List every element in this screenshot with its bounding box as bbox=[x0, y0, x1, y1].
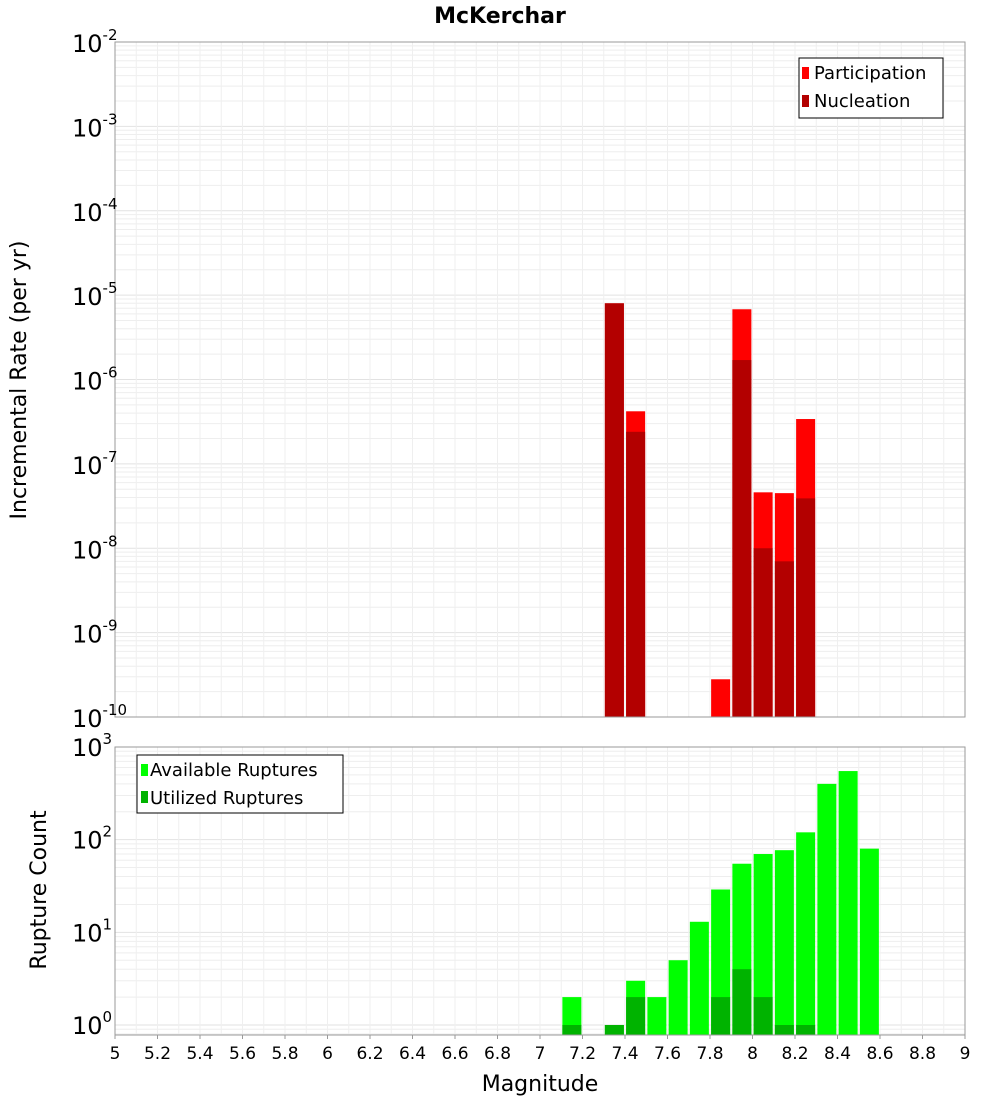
utilized-ruptures-bar bbox=[604, 1025, 624, 1035]
x-tick-label: 5.2 bbox=[144, 1044, 171, 1064]
x-tick-label: 5.4 bbox=[186, 1044, 213, 1064]
top-plot-frame bbox=[114, 41, 966, 718]
y-tick-label: 10-4 bbox=[72, 195, 118, 227]
top-legend-box bbox=[798, 57, 944, 119]
nucleation-bar bbox=[732, 360, 752, 717]
y-tick-label: 10-2 bbox=[72, 26, 118, 58]
legend-label-participation: Participation bbox=[814, 63, 926, 84]
x-tick-label: 8.6 bbox=[866, 1044, 893, 1064]
y-tick-label: 10-8 bbox=[72, 532, 118, 564]
y-tick-label: 10-3 bbox=[72, 110, 118, 142]
x-tick-label: 8.4 bbox=[824, 1044, 851, 1064]
bottom-plot-y-axis-label: Rupture Count bbox=[27, 810, 52, 970]
legend-label-nucleation: Nucleation bbox=[814, 91, 910, 112]
nucleation-bar bbox=[774, 561, 794, 717]
top-plot-y-ticks: 10-2 10-3 10-4 10-5 10-6 10-7 10-8 10-9 10-10 bbox=[72, 26, 127, 733]
x-tick-label: 7.8 bbox=[696, 1044, 723, 1064]
top-plot-bars bbox=[604, 303, 816, 717]
available-ruptures-bar bbox=[796, 832, 816, 1035]
nucleation-bar bbox=[604, 303, 624, 717]
top-plot-grid bbox=[114, 42, 966, 718]
available-ruptures-bar bbox=[647, 997, 667, 1035]
nucleation-bar bbox=[753, 548, 773, 717]
available-ruptures-bar bbox=[838, 771, 858, 1035]
top-plot-y-axis-label: Incremental Rate (per yr) bbox=[7, 241, 32, 520]
x-tick-label: 6.6 bbox=[441, 1044, 468, 1064]
top-plot-legend: Participation Nucleation bbox=[798, 57, 944, 119]
legend-label-utilized: Utilized Ruptures bbox=[150, 788, 303, 809]
bottom-legend-box bbox=[136, 754, 344, 814]
utilized-ruptures-bar bbox=[774, 1025, 794, 1035]
bottom-plot-legend: Available Ruptures Utilized Ruptures bbox=[136, 754, 344, 814]
x-tick-label: 8.8 bbox=[909, 1044, 936, 1064]
y-tick-label: 10-10 bbox=[72, 701, 127, 733]
x-tick-label: 6 bbox=[322, 1044, 333, 1064]
y-tick-label: 10-5 bbox=[72, 279, 118, 311]
x-tick-label: 6.2 bbox=[356, 1044, 383, 1064]
x-tick-label: 6.4 bbox=[399, 1044, 426, 1064]
x-tick-label: 5.8 bbox=[271, 1044, 298, 1064]
x-tick-label: 6.8 bbox=[484, 1044, 511, 1064]
x-tick-label: 5 bbox=[110, 1044, 121, 1064]
available-ruptures-bar bbox=[689, 921, 709, 1035]
x-tick-label: 7 bbox=[535, 1044, 546, 1064]
utilized-ruptures-bar bbox=[732, 969, 752, 1035]
nucleation-bar bbox=[796, 498, 816, 717]
nucleation-swatch bbox=[802, 95, 809, 107]
utilized-swatch bbox=[141, 791, 148, 803]
legend-label-available: Available Ruptures bbox=[150, 760, 318, 781]
y-tick-label: 101 bbox=[72, 915, 112, 947]
chart-title: McKerchar bbox=[434, 4, 566, 29]
x-axis-ticks: 5 5.2 5.4 5.6 5.8 6 6.2 6.4 6.6 6.8 7 7.2 7.4 7.6 7.8 8… bbox=[110, 1035, 971, 1064]
y-tick-label: 10-7 bbox=[72, 448, 118, 480]
available-ruptures-bar bbox=[817, 783, 837, 1035]
y-tick-label: 102 bbox=[72, 823, 112, 855]
utilized-ruptures-bar bbox=[711, 997, 731, 1035]
x-tick-label: 8 bbox=[747, 1044, 758, 1064]
x-axis-label: Magnitude bbox=[482, 1072, 599, 1097]
nucleation-bar bbox=[626, 431, 646, 717]
y-tick-label: 103 bbox=[72, 730, 112, 762]
participation-swatch bbox=[802, 67, 809, 79]
y-tick-label: 10-9 bbox=[72, 617, 118, 649]
available-ruptures-bar bbox=[859, 848, 879, 1035]
x-tick-label: 7.2 bbox=[569, 1044, 596, 1064]
participation-bar bbox=[711, 679, 731, 717]
utilized-ruptures-bar bbox=[753, 997, 773, 1035]
available-swatch bbox=[141, 764, 148, 776]
x-tick-label: 5.6 bbox=[229, 1044, 256, 1064]
bottom-plot-y-ticks: 103 102 101 100 bbox=[72, 730, 112, 1040]
y-tick-label: 100 bbox=[72, 1008, 112, 1040]
available-ruptures-bar bbox=[774, 850, 794, 1035]
available-ruptures-bar bbox=[668, 960, 688, 1035]
utilized-ruptures-bar bbox=[796, 1025, 816, 1035]
utilized-ruptures-bar bbox=[626, 997, 646, 1035]
y-tick-label: 10-6 bbox=[72, 364, 118, 396]
x-tick-label: 7.4 bbox=[611, 1044, 638, 1064]
x-tick-label: 8.2 bbox=[781, 1044, 808, 1064]
bottom-plot-bars bbox=[562, 771, 879, 1035]
available-ruptures-bar bbox=[753, 854, 773, 1035]
utilized-ruptures-bar bbox=[562, 1025, 582, 1035]
x-tick-label: 7.6 bbox=[654, 1044, 681, 1064]
x-tick-label: 9 bbox=[960, 1044, 971, 1064]
